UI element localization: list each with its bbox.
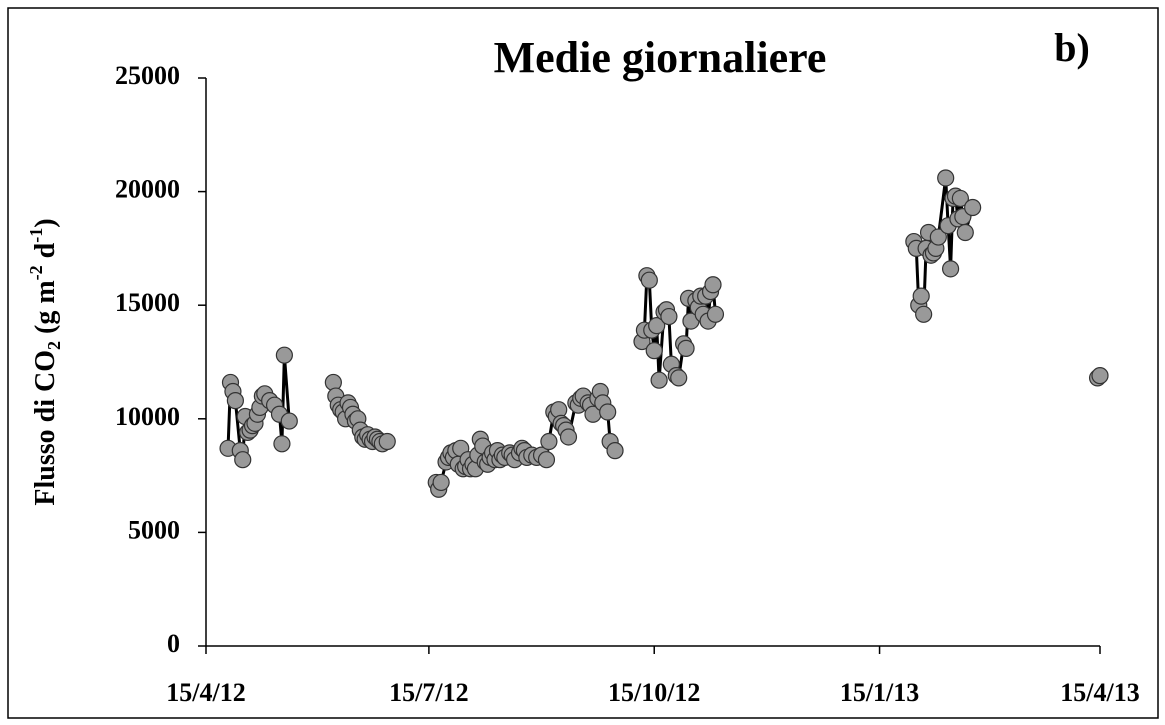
x-tick-label: 15/10/12 [608, 678, 700, 707]
data-point [273, 435, 291, 453]
x-tick-label: 15/4/13 [1060, 678, 1139, 707]
data-point [606, 442, 624, 460]
y-axis-label-part: d [30, 242, 61, 265]
data-point [275, 346, 293, 364]
data-point [650, 371, 668, 389]
data-point [704, 276, 722, 294]
data-point [599, 403, 617, 421]
data-point [648, 317, 666, 335]
data-point [956, 223, 974, 242]
data-point [280, 412, 298, 430]
data-point [964, 198, 982, 217]
y-axis-label: Flusso di CO2 (g m-2 d-1) [26, 218, 64, 505]
data-point [640, 271, 658, 289]
data-point [559, 428, 578, 446]
y-axis-label-part: -2 [26, 265, 46, 280]
x-tick-label: 15/7/12 [389, 678, 468, 707]
y-axis-label-part: ) [30, 218, 61, 227]
data-point [432, 473, 450, 492]
chart-title: Medie giornaliere [494, 33, 827, 82]
data-point [660, 307, 678, 326]
data-point [226, 392, 244, 410]
data-point [937, 169, 955, 187]
panel-label: b) [1054, 25, 1090, 70]
y-tick-label: 10000 [115, 402, 180, 431]
data-point [912, 287, 930, 305]
data-point [706, 305, 725, 323]
data-point [677, 339, 695, 357]
x-tick-label: 15/1/13 [840, 678, 919, 707]
y-tick-label: 0 [167, 629, 180, 658]
y-axis-label-part: (g m [30, 280, 61, 341]
data-point [537, 451, 556, 469]
y-tick-label: 25000 [115, 61, 180, 90]
data-point [378, 432, 396, 451]
data-point [915, 305, 933, 323]
y-tick-label: 5000 [128, 515, 180, 544]
data-point [670, 369, 688, 387]
data-point [951, 189, 969, 208]
y-tick-label: 15000 [115, 288, 180, 317]
y-axis-label-part: 2 [44, 341, 64, 350]
data-point [1091, 367, 1109, 385]
y-axis-label-part: -1 [26, 228, 46, 243]
x-tick-label: 15/4/12 [166, 678, 245, 707]
data-point [234, 451, 252, 469]
data-point [645, 342, 663, 360]
y-tick-label: 20000 [115, 175, 180, 204]
data-point [540, 432, 558, 451]
data-point [941, 260, 960, 278]
data-point [929, 228, 947, 246]
y-axis-label-part: Flusso di CO [30, 350, 61, 506]
chart-border [7, 7, 1159, 719]
